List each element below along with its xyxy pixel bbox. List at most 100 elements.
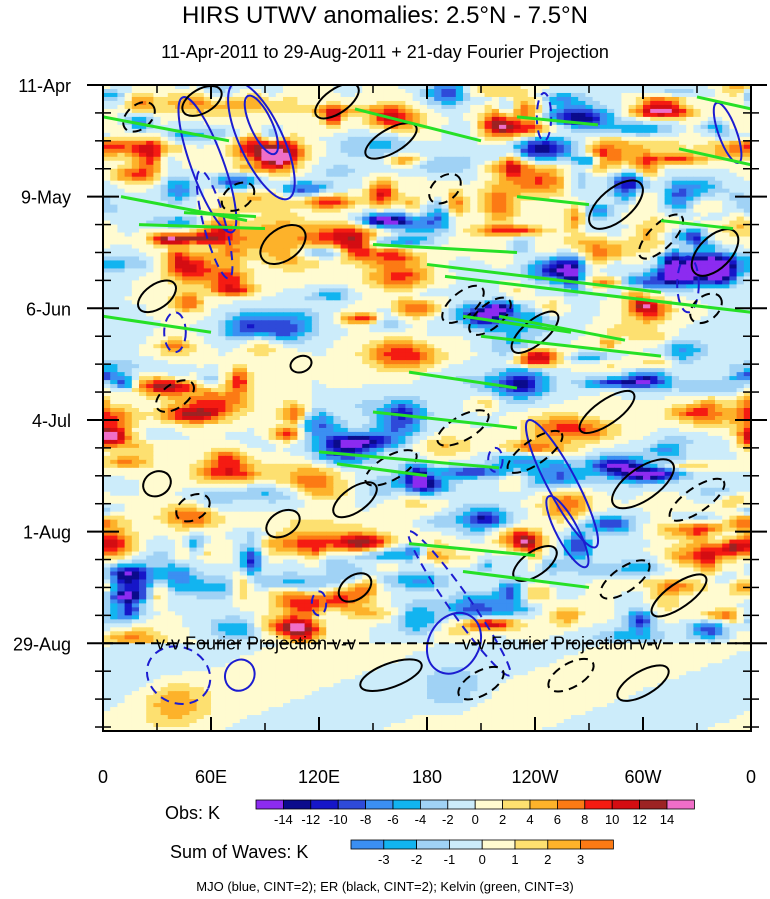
- field-cell: [340, 160, 349, 166]
- field-cell: [189, 156, 198, 162]
- field-cell: [311, 248, 320, 254]
- field-cell: [211, 120, 219, 126]
- field-cell: [693, 220, 702, 226]
- field-cell: [139, 152, 147, 158]
- field-cell: [563, 264, 572, 270]
- field-cell: [585, 164, 594, 170]
- field-cell: [131, 276, 140, 281]
- field-cell: [722, 144, 730, 150]
- field-cell: [369, 128, 378, 134]
- field-cell: [635, 292, 644, 297]
- field-cell: [571, 268, 579, 274]
- field-cell: [614, 204, 622, 210]
- field-cell: [275, 148, 284, 154]
- field-cell: [643, 188, 651, 194]
- field-cell: [412, 188, 421, 194]
- field-cell: [477, 292, 486, 297]
- field-cell: [405, 224, 414, 230]
- field-cell: [513, 220, 522, 226]
- field-cell: [297, 252, 306, 258]
- field-cell: [117, 148, 126, 154]
- field-cell: [513, 196, 522, 202]
- field-cell: [549, 256, 558, 262]
- field-cell: [211, 272, 219, 278]
- field-cell: [477, 116, 486, 122]
- field-cell: [175, 180, 183, 186]
- field-cell: [657, 168, 666, 174]
- field-cell: [391, 96, 399, 102]
- field-cell: [736, 196, 745, 202]
- field-cell: [635, 192, 644, 198]
- field-cell: [261, 256, 270, 262]
- field-cell: [103, 264, 111, 270]
- field-cell: [182, 264, 190, 270]
- field-cell: [707, 204, 716, 210]
- field-cell: [139, 208, 147, 214]
- field-cell: [607, 188, 615, 194]
- field-cell: [383, 120, 392, 126]
- field-cell: [650, 236, 658, 242]
- field-cell: [232, 100, 241, 106]
- field-cell: [470, 180, 478, 186]
- field-cell: [254, 132, 262, 138]
- field-cell: [376, 284, 385, 289]
- field-cell: [232, 156, 241, 162]
- field-cell: [297, 120, 306, 126]
- field-cell: [628, 132, 637, 138]
- field-cell: [470, 280, 478, 285]
- field-cell: [153, 228, 162, 234]
- field-cell: [225, 232, 234, 238]
- field-cell: [657, 96, 666, 102]
- field-cell: [239, 248, 248, 254]
- field-cell: [311, 152, 320, 158]
- field-cell: [621, 280, 630, 285]
- field-cell: [117, 224, 126, 230]
- field-cell: [189, 256, 198, 262]
- field-cell: [520, 104, 529, 110]
- field-cell: [441, 208, 450, 214]
- field-cell: [110, 136, 118, 142]
- field-cell: [614, 216, 622, 222]
- field-cell: [405, 240, 414, 246]
- field-cell: [304, 204, 313, 210]
- field-cell: [167, 180, 176, 186]
- field-cell: [628, 212, 637, 218]
- field-cell: [700, 300, 709, 305]
- field-cell: [376, 188, 385, 194]
- field-cell: [146, 248, 154, 254]
- field-cell: [707, 140, 716, 146]
- field-cell: [333, 260, 342, 266]
- field-cell: [686, 164, 694, 170]
- field-cell: [477, 92, 486, 98]
- field-cell: [628, 120, 637, 126]
- field-cell: [599, 208, 608, 214]
- field-cell: [715, 272, 723, 278]
- field-cell: [635, 240, 644, 246]
- field-cell: [513, 180, 522, 186]
- field-cell: [225, 288, 234, 293]
- field-cell: [283, 116, 291, 122]
- field-cell: [715, 96, 723, 102]
- field-cell: [275, 264, 284, 270]
- field-cell: [427, 304, 435, 309]
- field-cell: [196, 244, 205, 250]
- field-cell: [160, 280, 169, 285]
- field-cell: [592, 88, 601, 94]
- field-cell: [535, 236, 543, 242]
- field-cell: [628, 85, 637, 90]
- field-cell: [340, 188, 349, 194]
- field-cell: [614, 264, 622, 270]
- field-cell: [643, 200, 651, 206]
- field-cell: [297, 212, 306, 218]
- field-cell: [167, 85, 176, 90]
- field-cell: [463, 164, 471, 170]
- field-cell: [700, 200, 709, 206]
- field-cell: [513, 236, 522, 242]
- field-cell: [131, 168, 140, 174]
- field-cell: [527, 200, 536, 206]
- field-cell: [470, 232, 478, 238]
- field-cell: [283, 92, 291, 98]
- field-cell: [448, 228, 457, 234]
- field-cell: [527, 120, 536, 126]
- field-cell: [643, 268, 651, 274]
